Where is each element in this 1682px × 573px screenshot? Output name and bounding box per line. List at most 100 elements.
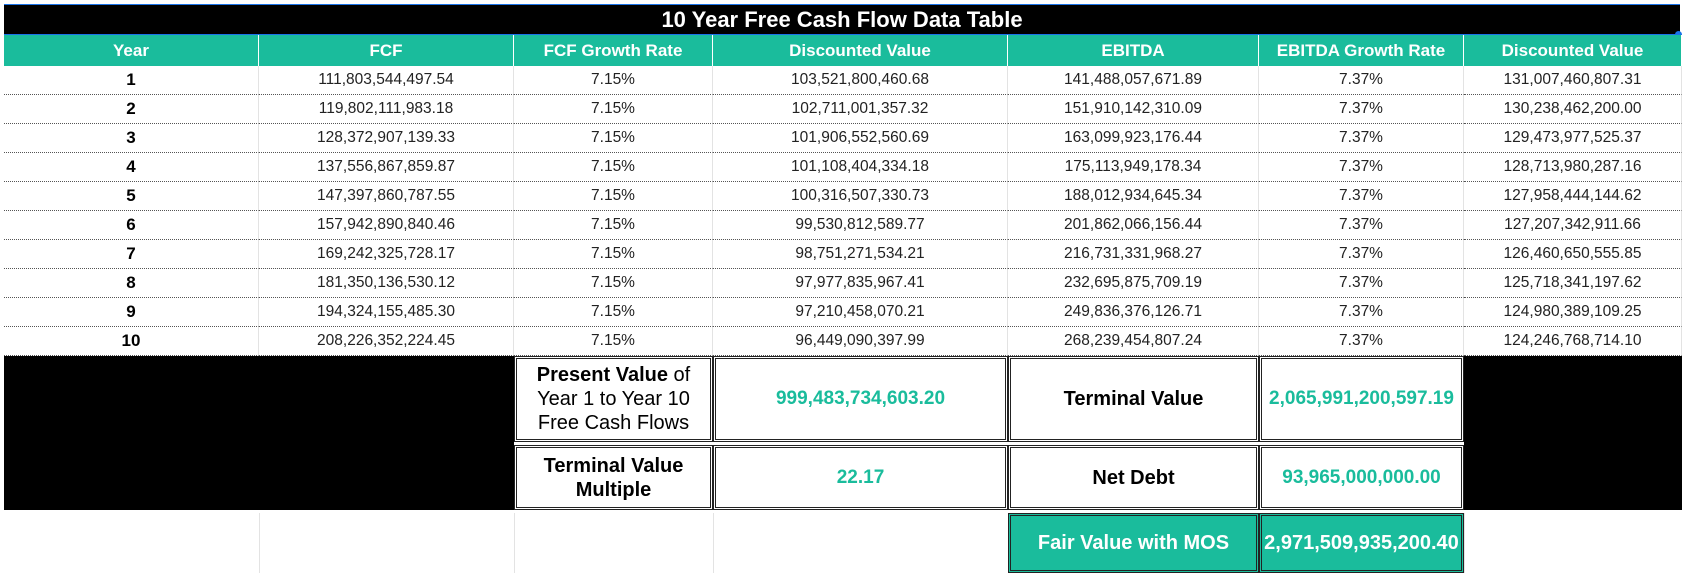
table-cell[interactable]: 124,246,768,714.10 [1464,327,1682,356]
table-cell[interactable]: 127,207,342,911.66 [1464,211,1682,240]
pv-label-bold: Present Value [536,364,668,386]
table-cell[interactable]: 7.15% [514,240,713,269]
table-cell[interactable]: 6 [4,211,259,240]
table-cell[interactable]: 129,473,977,525.37 [1464,124,1682,153]
table-cell[interactable]: 188,012,934,645.34 [1008,182,1259,211]
table-cell[interactable]: 3 [4,124,259,153]
table-cell[interactable]: 194,324,155,485.30 [259,298,514,327]
table-cell[interactable]: 96,449,090,397.99 [713,327,1008,356]
column-header[interactable]: Discounted Value [713,35,1008,66]
table-cell[interactable]: 147,397,860,787.55 [259,182,514,211]
table-cell[interactable]: 10 [4,327,259,356]
table-cell[interactable]: 125,718,341,197.62 [1464,269,1682,298]
net-debt-label-box[interactable]: Net Debt [1008,445,1259,510]
table-cell[interactable]: 232,695,875,709.19 [1008,269,1259,298]
table-cell[interactable]: 8 [4,269,259,298]
table-cell[interactable]: 97,210,458,070.21 [713,298,1008,327]
black-fill-right [1464,356,1682,510]
table-cell[interactable]: 137,556,867,859.87 [259,153,514,182]
table-cell[interactable]: 7.37% [1259,269,1464,298]
table-cell[interactable]: 7.37% [1259,124,1464,153]
table-title[interactable]: 10 Year Free Cash Flow Data Table [4,4,1680,35]
table-cell[interactable]: 4 [4,153,259,182]
table-cell[interactable]: 131,007,460,807.31 [1464,66,1682,95]
table-cell[interactable]: 100,316,507,330.73 [713,182,1008,211]
table-cell[interactable]: 1 [4,66,259,95]
table-cell[interactable]: 7.15% [514,327,713,356]
table-cell[interactable]: 7.37% [1259,95,1464,124]
table-cell[interactable]: 157,942,890,840.46 [259,211,514,240]
table-cell[interactable]: 102,711,001,357.32 [713,95,1008,124]
table-cell[interactable]: 111,803,544,497.54 [259,66,514,95]
tv-multiple-box[interactable]: 22.17 [713,445,1008,510]
table-cell[interactable]: 98,751,271,534.21 [713,240,1008,269]
present-value-label: Present Value of Year 1 to Year 10 Free … [537,363,690,435]
grid-line [1464,513,1465,573]
table-cell[interactable]: 101,108,404,334.18 [713,153,1008,182]
grid-line [259,513,260,573]
table-cell[interactable]: 7.37% [1259,327,1464,356]
net-debt-label: Net Debt [1092,466,1175,489]
table-cell[interactable]: 7.15% [514,298,713,327]
column-header[interactable]: EBITDA Growth Rate [1259,35,1464,66]
table-cell[interactable]: 7.37% [1259,182,1464,211]
table-cell[interactable]: 268,239,454,807.24 [1008,327,1259,356]
table-cell[interactable]: 128,713,980,287.16 [1464,153,1682,182]
table-cell[interactable]: 7.15% [514,124,713,153]
table-cell[interactable]: 169,242,325,728.17 [259,240,514,269]
table-cell[interactable]: 201,862,066,156.44 [1008,211,1259,240]
selection-handle[interactable] [1675,31,1682,38]
table-cell[interactable]: 7.37% [1259,153,1464,182]
present-value-label-box[interactable]: Present Value of Year 1 to Year 10 Free … [514,356,713,442]
tv-multiple-label-box[interactable]: Terminal Value Multiple [514,445,713,510]
table-cell[interactable]: 7.37% [1259,240,1464,269]
column-header[interactable]: Discounted Value [1464,35,1682,66]
table-cell[interactable]: 101,906,552,560.69 [713,124,1008,153]
table-cell[interactable]: 2 [4,95,259,124]
table-cell[interactable]: 127,958,444,144.62 [1464,182,1682,211]
table-cell[interactable]: 126,460,650,555.85 [1464,240,1682,269]
table-cell[interactable]: 7.15% [514,211,713,240]
table-cell[interactable]: 141,488,057,671.89 [1008,66,1259,95]
table-cell[interactable]: 7 [4,240,259,269]
table-cell[interactable]: 119,802,111,983.18 [259,95,514,124]
table-cell[interactable]: 208,226,352,224.45 [259,327,514,356]
table-cell[interactable]: 7.37% [1259,211,1464,240]
black-fill-left [4,356,514,510]
table-cell[interactable]: 130,238,462,200.00 [1464,95,1682,124]
table-cell[interactable]: 99,530,812,589.77 [713,211,1008,240]
table-cell[interactable]: 7.15% [514,269,713,298]
table-cell[interactable]: 7.15% [514,95,713,124]
table-cell[interactable]: 9 [4,298,259,327]
table-cell[interactable]: 7.15% [514,153,713,182]
table-cell[interactable]: 249,836,376,126.71 [1008,298,1259,327]
net-debt-box[interactable]: 93,965,000,000.00 [1259,445,1464,510]
grid-line [514,513,515,573]
column-header[interactable]: FCF Growth Rate [514,35,713,66]
column-header[interactable]: FCF [259,35,514,66]
terminal-value-label-box[interactable]: Terminal Value [1008,356,1259,442]
pv-label-line3: Free Cash Flows [537,412,690,434]
table-cell[interactable]: 7.15% [514,66,713,95]
table-cell[interactable]: 175,113,949,178.34 [1008,153,1259,182]
table-cell[interactable]: 124,980,389,109.25 [1464,298,1682,327]
table-cell[interactable]: 163,099,923,176.44 [1008,124,1259,153]
table-cell[interactable]: 97,977,835,967.41 [713,269,1008,298]
table-cell[interactable]: 5 [4,182,259,211]
table-cell[interactable]: 7.15% [514,182,713,211]
table-cell[interactable]: 7.37% [1259,298,1464,327]
terminal-value-box[interactable]: 2,065,991,200,597.19 [1259,356,1464,442]
table-cell[interactable]: 181,350,136,530.12 [259,269,514,298]
table-cell[interactable]: 151,910,142,310.09 [1008,95,1259,124]
table-cell[interactable]: 216,731,331,968.27 [1008,240,1259,269]
column-header[interactable]: EBITDA [1008,35,1259,66]
terminal-value-value: 2,065,991,200,597.19 [1269,388,1454,409]
column-header[interactable]: Year [4,35,259,66]
present-value-box[interactable]: 999,483,734,603.20 [713,356,1008,442]
table-cell[interactable]: 7.37% [1259,66,1464,95]
table-cell[interactable]: 103,521,800,460.68 [713,66,1008,95]
terminal-value-label: Terminal Value [1063,388,1204,410]
table-cell[interactable]: 128,372,907,139.33 [259,124,514,153]
fair-value-label-box[interactable]: Fair Value with MOS [1008,513,1259,573]
fair-value-box[interactable]: 2,971,509,935,200.40 [1259,513,1464,573]
